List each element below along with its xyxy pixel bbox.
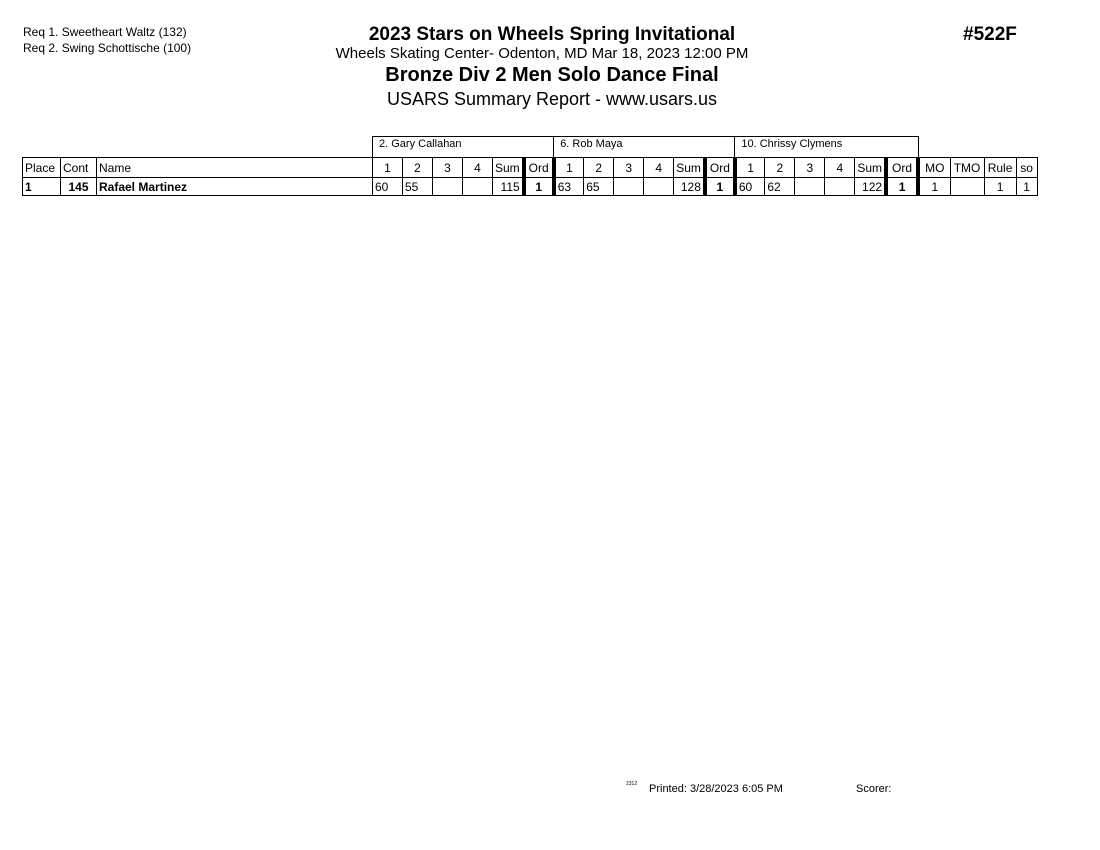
col-mark-3: 3 [432, 157, 463, 178]
col-mark-4: 4 [643, 157, 675, 178]
col-mark-2: 2 [583, 157, 615, 178]
requirement-2: Req 2. Swing Schottische (100) [23, 41, 192, 55]
mo-value: 1 [916, 177, 951, 196]
col-ord: Ord [521, 157, 555, 178]
judge-header: 6. Rob Maya [553, 136, 736, 158]
col-mark-3: 3 [613, 157, 645, 178]
judge-header: 10. Chrissy Clymens [734, 136, 919, 158]
col-sum: Sum [491, 157, 525, 178]
cont: 145 [60, 177, 97, 196]
score-mark: 65 [583, 177, 615, 196]
skater-name: Rafael Martinez [96, 177, 373, 196]
location-date: Wheels Skating Center- Odenton, MD Mar 1… [335, 45, 749, 62]
score-mark: 55 [402, 177, 433, 196]
score-sum: 115 [491, 177, 525, 196]
col-rule: Rule [983, 157, 1017, 178]
col-tmo: TMO [949, 157, 985, 178]
event-title: Bronze Div 2 Men Solo Dance Final [385, 64, 719, 86]
col-so: so [1015, 157, 1038, 178]
score-mark [613, 177, 645, 196]
score-mark: 63 [551, 177, 585, 196]
col-ord: Ord [702, 157, 736, 178]
score-mark [462, 177, 493, 196]
printed-date: Printed: 3/28/2023 6:05 PM [649, 783, 783, 795]
so-value: 1 [1015, 177, 1038, 196]
event-number: #522F [963, 24, 1017, 45]
report-code: 2312 [626, 781, 638, 787]
col-mark-4: 4 [462, 157, 493, 178]
col-place: Place [22, 157, 61, 178]
scorer-label: Scorer: [856, 783, 892, 795]
col-ord: Ord [884, 157, 919, 178]
col-mark-2: 2 [402, 157, 433, 178]
judge-header: 2. Gary Callahan [371, 136, 555, 158]
rule-value: 1 [983, 177, 1017, 196]
score-sum: 122 [854, 177, 887, 196]
col-mark-1: 1 [732, 157, 766, 178]
col-mark-3: 3 [794, 157, 826, 178]
score-mark [643, 177, 675, 196]
score-mark [824, 177, 856, 196]
score-ord: 1 [702, 177, 736, 196]
score-mark: 62 [764, 177, 796, 196]
score-mark [432, 177, 463, 196]
col-cont: Cont [60, 157, 97, 178]
requirement-1: Req 1. Sweetheart Waltz (132) [23, 25, 187, 39]
table-row: 1 145 Rafael Martinez 60 55 115 1 63 65 128 1 60… [22, 177, 1038, 196]
score-mark [794, 177, 826, 196]
score-ord: 1 [884, 177, 919, 196]
score-ord: 1 [521, 177, 555, 196]
col-sum: Sum [854, 157, 887, 178]
col-sum: Sum [673, 157, 706, 178]
col-name: Name [96, 157, 373, 178]
score-mark: 60 [372, 177, 403, 196]
score-mark: 60 [732, 177, 766, 196]
col-mark-2: 2 [764, 157, 796, 178]
score-sum: 128 [673, 177, 706, 196]
summary-table: 2. Gary Callahan 6. Rob Maya 10. Chrissy… [22, 136, 1038, 196]
tmo-value [949, 177, 985, 196]
col-mo: MO [916, 157, 951, 178]
report-title: USARS Summary Report - www.usars.us [386, 89, 718, 109]
place: 1 [22, 177, 61, 196]
col-mark-4: 4 [824, 157, 856, 178]
col-mark-1: 1 [551, 157, 585, 178]
col-mark-1: 1 [372, 157, 403, 178]
competition-title: 2023 Stars on Wheels Spring Invitational [368, 24, 736, 45]
